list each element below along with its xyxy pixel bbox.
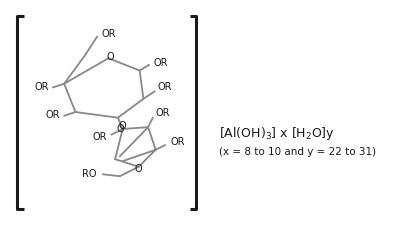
Text: OR: OR xyxy=(101,29,116,39)
Text: O: O xyxy=(116,124,124,134)
Text: OR: OR xyxy=(34,81,49,92)
Text: O: O xyxy=(119,121,126,131)
Text: OR: OR xyxy=(158,83,173,92)
Text: OR: OR xyxy=(46,110,60,120)
Text: (x = 8 to 10 and y = 22 to 31): (x = 8 to 10 and y = 22 to 31) xyxy=(219,147,376,157)
Text: O: O xyxy=(107,52,114,62)
Text: OR: OR xyxy=(156,108,171,118)
Text: [Al(OH)$_3$] x [H$_2$O]y: [Al(OH)$_3$] x [H$_2$O]y xyxy=(219,125,335,142)
Text: OR: OR xyxy=(170,137,185,147)
Text: O: O xyxy=(135,164,143,174)
Text: OR: OR xyxy=(153,58,168,68)
Text: OR: OR xyxy=(93,132,107,142)
Text: RO: RO xyxy=(82,169,97,179)
